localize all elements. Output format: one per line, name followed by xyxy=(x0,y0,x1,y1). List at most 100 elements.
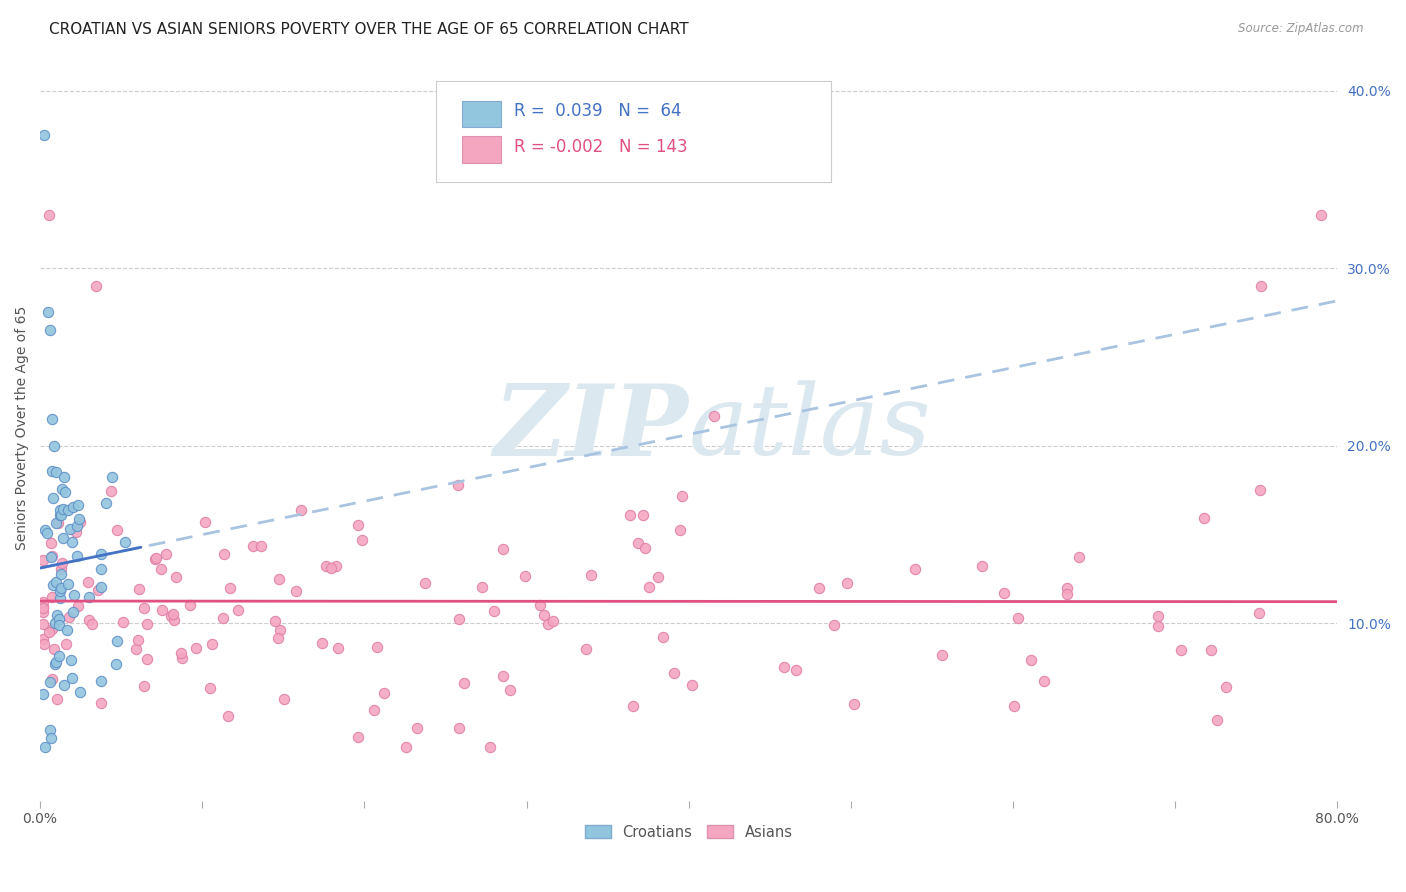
Point xyxy=(114,535,136,549)
Point xyxy=(449,721,471,735)
Point xyxy=(492,542,515,557)
Point xyxy=(48,583,70,598)
Point xyxy=(51,483,73,497)
Point xyxy=(39,323,62,337)
Point xyxy=(42,578,65,592)
Point xyxy=(198,681,221,695)
Point xyxy=(128,582,150,596)
Point xyxy=(993,586,1015,600)
Point xyxy=(219,581,242,595)
Point xyxy=(406,721,429,735)
Point xyxy=(515,568,537,582)
Point xyxy=(87,582,110,597)
Point xyxy=(479,740,502,755)
Point xyxy=(32,595,55,609)
Point xyxy=(1215,680,1237,694)
Point xyxy=(62,500,84,514)
Point xyxy=(38,625,60,640)
Point xyxy=(807,582,830,596)
Point xyxy=(1201,643,1223,657)
Point xyxy=(49,508,72,523)
Point xyxy=(662,665,685,680)
Point xyxy=(1056,587,1078,601)
Point xyxy=(46,516,69,530)
Point xyxy=(499,682,522,697)
Point xyxy=(59,522,82,536)
Point xyxy=(1170,643,1192,657)
Point xyxy=(194,516,217,530)
Point xyxy=(413,576,436,591)
Point xyxy=(201,637,224,651)
Point xyxy=(80,617,103,632)
Point xyxy=(34,637,56,651)
Point xyxy=(150,603,173,617)
Point xyxy=(537,616,560,631)
Point xyxy=(39,550,62,565)
Point xyxy=(67,511,90,525)
Point xyxy=(34,524,56,538)
Point xyxy=(184,640,207,655)
Point xyxy=(1069,549,1091,564)
Point xyxy=(284,584,307,599)
Point xyxy=(90,697,112,711)
Point xyxy=(111,615,134,629)
Point xyxy=(1146,608,1168,623)
Point xyxy=(366,640,388,655)
Point xyxy=(41,549,63,563)
Point xyxy=(533,607,555,622)
Point xyxy=(132,679,155,693)
Point xyxy=(53,678,76,692)
Point xyxy=(541,614,564,628)
Point xyxy=(315,559,337,574)
Point xyxy=(835,575,858,590)
Point xyxy=(212,611,235,625)
Point xyxy=(325,558,347,573)
Point xyxy=(42,491,65,506)
Text: R = -0.002   N = 143: R = -0.002 N = 143 xyxy=(513,138,688,156)
Point xyxy=(623,699,645,714)
Point xyxy=(347,517,370,532)
Point xyxy=(328,641,350,656)
Point xyxy=(250,539,273,553)
Point xyxy=(627,536,650,550)
Point xyxy=(32,605,55,619)
Point xyxy=(579,568,602,582)
Point xyxy=(100,469,122,483)
Point xyxy=(145,550,167,565)
Point xyxy=(267,631,290,645)
Point xyxy=(273,692,295,706)
Point xyxy=(53,470,76,484)
Point xyxy=(269,624,291,638)
Point xyxy=(264,615,287,629)
Point xyxy=(671,489,693,503)
Point xyxy=(38,208,60,222)
Point xyxy=(619,508,641,522)
Point xyxy=(63,588,86,602)
Point xyxy=(159,609,181,624)
Point xyxy=(35,526,58,541)
Point xyxy=(492,669,515,683)
Point xyxy=(482,604,505,618)
Point xyxy=(62,605,84,619)
Point xyxy=(1056,581,1078,595)
Point xyxy=(363,703,385,717)
Point xyxy=(904,562,927,576)
Text: ZIP: ZIP xyxy=(494,380,689,476)
Point xyxy=(972,558,994,573)
Point xyxy=(179,598,201,612)
Point xyxy=(53,485,76,500)
Point xyxy=(84,278,107,293)
Point xyxy=(52,532,75,546)
Point xyxy=(136,652,159,666)
Point xyxy=(32,617,55,632)
Point xyxy=(217,709,239,723)
Point xyxy=(66,549,89,563)
Point xyxy=(79,590,101,604)
Point xyxy=(352,533,374,547)
Point xyxy=(48,591,70,606)
Point xyxy=(1310,208,1333,222)
Point xyxy=(45,607,67,622)
Point xyxy=(163,613,186,627)
Point xyxy=(107,523,129,537)
Point xyxy=(311,636,333,650)
